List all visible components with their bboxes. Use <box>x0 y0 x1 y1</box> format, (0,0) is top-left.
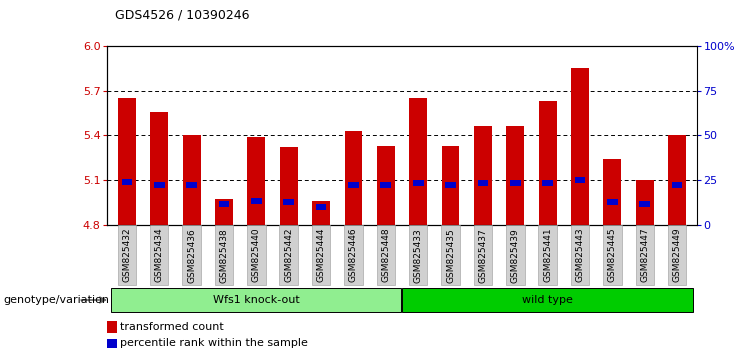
FancyBboxPatch shape <box>473 225 492 285</box>
Text: GSM825434: GSM825434 <box>155 228 164 282</box>
Bar <box>445 182 456 188</box>
Bar <box>118 98 136 225</box>
Bar <box>150 112 168 225</box>
Text: GSM825446: GSM825446 <box>349 228 358 282</box>
FancyBboxPatch shape <box>150 225 168 285</box>
FancyBboxPatch shape <box>603 225 622 285</box>
FancyBboxPatch shape <box>182 225 201 285</box>
Bar <box>380 182 391 188</box>
Bar <box>542 180 553 186</box>
FancyBboxPatch shape <box>247 225 265 285</box>
Text: GDS4526 / 10390246: GDS4526 / 10390246 <box>115 9 250 22</box>
Text: GSM825445: GSM825445 <box>608 228 617 282</box>
Text: GSM825447: GSM825447 <box>640 228 649 282</box>
Bar <box>409 98 427 225</box>
FancyBboxPatch shape <box>409 225 428 285</box>
FancyBboxPatch shape <box>312 225 330 285</box>
Bar <box>603 159 621 225</box>
Bar <box>316 204 327 210</box>
FancyBboxPatch shape <box>506 225 525 285</box>
Bar <box>219 201 229 207</box>
Bar <box>442 146 459 225</box>
Bar <box>283 199 294 205</box>
Bar <box>571 68 589 225</box>
Text: transformed count: transformed count <box>120 322 225 332</box>
Bar <box>251 198 262 204</box>
Text: GSM825435: GSM825435 <box>446 228 455 282</box>
Text: GSM825439: GSM825439 <box>511 228 519 282</box>
Text: percentile rank within the sample: percentile rank within the sample <box>120 338 308 348</box>
Bar <box>247 137 265 225</box>
Bar <box>107 339 117 348</box>
FancyBboxPatch shape <box>215 225 233 285</box>
FancyBboxPatch shape <box>345 225 362 285</box>
Bar <box>154 182 165 188</box>
FancyBboxPatch shape <box>442 225 459 285</box>
Text: GSM825432: GSM825432 <box>122 228 131 282</box>
Bar <box>280 147 298 225</box>
Bar <box>477 180 488 186</box>
FancyBboxPatch shape <box>668 225 686 285</box>
FancyBboxPatch shape <box>636 225 654 285</box>
Bar <box>539 101 556 225</box>
Text: genotype/variation: genotype/variation <box>4 295 110 305</box>
Bar <box>312 201 330 225</box>
Bar <box>215 199 233 225</box>
Bar <box>186 182 197 188</box>
Bar <box>510 180 521 186</box>
Bar <box>672 182 682 188</box>
Bar <box>345 131 362 225</box>
Bar <box>636 180 654 225</box>
Bar <box>107 321 117 333</box>
FancyBboxPatch shape <box>402 288 693 312</box>
Text: GSM825441: GSM825441 <box>543 228 552 282</box>
Bar <box>575 177 585 183</box>
FancyBboxPatch shape <box>539 225 557 285</box>
Bar <box>506 126 524 225</box>
Bar <box>639 201 650 207</box>
Bar <box>183 135 201 225</box>
Bar <box>607 199 618 205</box>
FancyBboxPatch shape <box>279 225 298 285</box>
Text: Wfs1 knock-out: Wfs1 knock-out <box>213 295 299 305</box>
Text: GSM825449: GSM825449 <box>673 228 682 282</box>
FancyBboxPatch shape <box>110 288 402 312</box>
Text: GSM825436: GSM825436 <box>187 228 196 282</box>
Bar <box>348 182 359 188</box>
Bar <box>474 126 492 225</box>
Text: GSM825448: GSM825448 <box>382 228 391 282</box>
Bar <box>377 146 395 225</box>
FancyBboxPatch shape <box>376 225 395 285</box>
Text: GSM825443: GSM825443 <box>576 228 585 282</box>
Text: wild type: wild type <box>522 295 573 305</box>
Text: GSM825444: GSM825444 <box>316 228 325 282</box>
Bar <box>413 180 424 186</box>
Text: GSM825442: GSM825442 <box>285 228 293 282</box>
Bar <box>668 135 686 225</box>
FancyBboxPatch shape <box>118 225 136 285</box>
FancyBboxPatch shape <box>571 225 589 285</box>
Text: GSM825438: GSM825438 <box>219 228 228 282</box>
Text: GSM825433: GSM825433 <box>413 228 422 282</box>
Text: GSM825440: GSM825440 <box>252 228 261 282</box>
Bar <box>122 179 132 184</box>
Text: GSM825437: GSM825437 <box>479 228 488 282</box>
